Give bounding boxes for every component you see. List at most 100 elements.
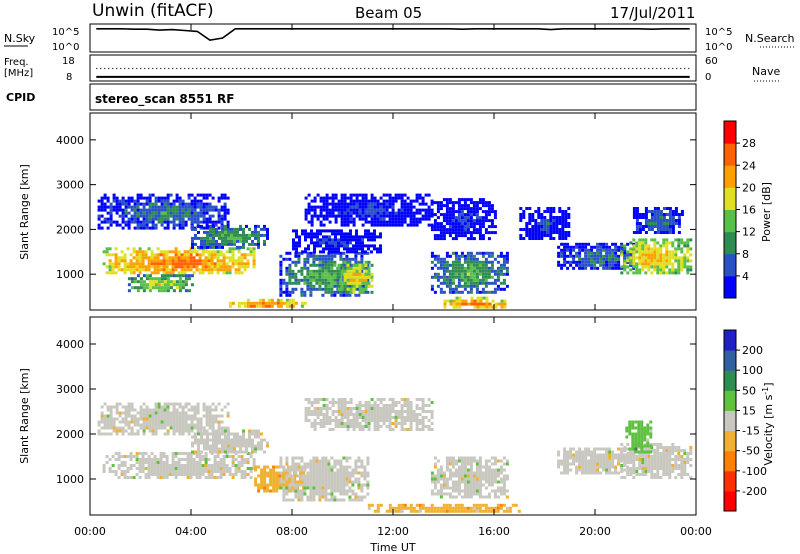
heatmap-cell	[106, 417, 110, 421]
heatmap-cell	[336, 462, 340, 466]
heatmap-cell	[239, 236, 242, 240]
heatmap-cell	[370, 419, 374, 422]
heatmap-cell	[635, 268, 639, 272]
heatmap-cell	[212, 245, 215, 249]
heatmap-cell	[190, 202, 194, 206]
heatmap-cell	[196, 211, 200, 215]
heatmap-cell	[129, 476, 133, 479]
heatmap-cell	[611, 266, 615, 270]
heatmap-cell	[279, 254, 283, 258]
heatmap-cell	[457, 477, 461, 481]
heatmap-cell	[234, 467, 238, 470]
heatmap-cell	[448, 198, 452, 202]
heatmap-cell	[222, 473, 226, 476]
heatmap-cell	[243, 262, 247, 266]
heatmap-cell	[291, 465, 295, 469]
heatmap-cell	[415, 404, 419, 407]
heatmap-cell	[196, 202, 200, 206]
heatmap-cell	[415, 208, 419, 212]
heatmap-cell	[117, 467, 121, 470]
heatmap-cell	[470, 296, 474, 300]
heatmap-cell	[145, 220, 149, 224]
heatmap-cell	[192, 256, 196, 260]
heatmap-cell	[169, 205, 173, 209]
heatmap-cell	[328, 419, 332, 422]
heatmap-cell	[297, 489, 301, 493]
heatmap-cell	[297, 269, 301, 273]
heatmap-cell	[490, 225, 494, 229]
heatmap-cell	[370, 223, 374, 227]
heatmap-cell	[337, 229, 340, 233]
heatmap-cell	[272, 480, 276, 484]
heatmap-cell	[460, 503, 464, 507]
heatmap-cell	[460, 480, 464, 484]
heatmap-cell	[206, 239, 209, 243]
heatmap-cell	[237, 470, 241, 473]
heatmap-cell	[207, 259, 211, 263]
heatmap-cell	[469, 506, 473, 510]
heatmap-cell	[478, 272, 482, 276]
heatmap-cell	[189, 259, 193, 263]
heatmap-cell	[322, 247, 325, 251]
heatmap-cell	[363, 471, 367, 475]
heatmap-cell	[337, 199, 341, 203]
heatmap-cell	[204, 256, 208, 260]
heatmap-cell	[337, 208, 341, 212]
heatmap-cell	[222, 461, 226, 464]
heatmap-cell	[496, 266, 500, 270]
heatmap-cell	[653, 207, 657, 210]
heatmap-cell	[567, 216, 571, 219]
heatmap-cell	[266, 227, 269, 231]
heatmap-cell	[199, 220, 203, 224]
heatmap-cell	[349, 208, 353, 212]
heatmap-cell	[348, 471, 352, 475]
heatmap-cell	[171, 250, 175, 254]
heatmap-cell	[118, 402, 122, 406]
heatmap-cell	[558, 207, 562, 210]
heatmap-cell	[409, 509, 413, 513]
heatmap-cell	[172, 199, 176, 203]
heatmap-cell	[307, 202, 311, 206]
heatmap-cell	[139, 208, 143, 212]
heatmap-cell	[351, 471, 355, 475]
heatmap-cell	[325, 404, 329, 407]
heatmap-cell	[397, 196, 401, 200]
heatmap-cell	[469, 210, 473, 214]
heatmap-cell	[373, 410, 377, 413]
heatmap-cell	[291, 474, 295, 478]
heatmap-cell	[481, 272, 485, 276]
heatmap-cell	[307, 407, 311, 410]
heatmap-cell	[333, 465, 337, 469]
heatmap-cell	[324, 486, 328, 490]
heatmap-cell	[168, 268, 172, 272]
heatmap-cell	[284, 480, 288, 484]
heatmap-cell	[312, 263, 316, 267]
heatmap-cell	[343, 416, 347, 419]
heatmap-cell	[485, 299, 489, 303]
heatmap-cell	[151, 417, 155, 421]
heatmap-cell	[331, 250, 334, 254]
heatmap-cell	[379, 211, 383, 215]
heatmap-cell	[355, 235, 358, 239]
heatmap-cell	[354, 465, 358, 469]
heatmap-cell	[181, 274, 185, 278]
heatmap-cell	[196, 220, 200, 224]
heatmap-cell	[322, 196, 326, 200]
heatmap-cell	[234, 271, 238, 275]
heatmap-cell	[333, 275, 337, 279]
heatmap-cell	[318, 287, 322, 291]
heatmap-cell	[457, 290, 461, 294]
heatmap-cell	[330, 263, 334, 267]
heatmap-cell	[174, 250, 178, 254]
heatmap-cell	[322, 407, 326, 410]
heatmap-cell	[123, 476, 127, 479]
heatmap-cell	[549, 222, 553, 225]
heatmap-cell	[282, 257, 286, 261]
heatmap-cell	[103, 420, 107, 424]
heatmap-cell	[225, 256, 229, 260]
heatmap-cell	[288, 290, 292, 294]
heatmap-cell	[251, 242, 254, 246]
heatmap-cell	[348, 489, 352, 493]
heatmap-cell	[166, 214, 170, 218]
heatmap-cell	[451, 219, 455, 223]
